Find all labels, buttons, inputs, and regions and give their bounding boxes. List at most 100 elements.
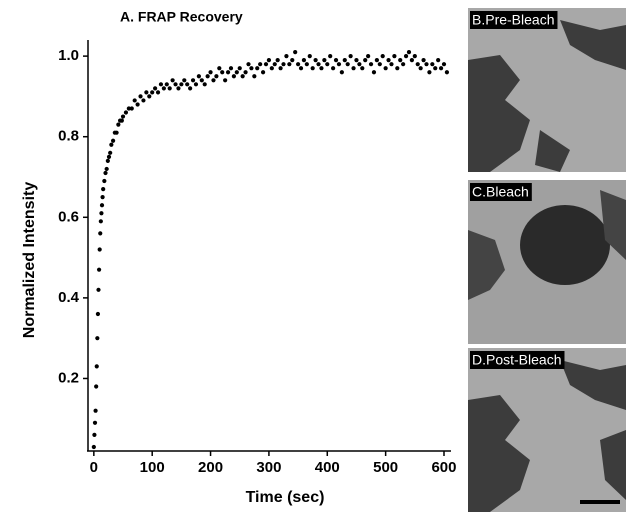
data-point <box>243 70 248 75</box>
data-point <box>272 62 277 67</box>
data-point <box>319 66 324 71</box>
y-axis-label: Normalized Intensity <box>21 182 38 339</box>
y-tick-label: 1.0 <box>58 47 79 64</box>
data-point <box>263 62 269 67</box>
data-point <box>92 432 97 437</box>
x-tick-label: 400 <box>315 459 340 476</box>
data-point <box>108 150 113 155</box>
data-point <box>190 78 196 83</box>
data-point <box>310 66 315 71</box>
data-point <box>220 70 225 75</box>
data-point <box>363 58 368 63</box>
data-point <box>94 384 99 389</box>
data-point <box>199 78 204 83</box>
data-point <box>95 311 101 317</box>
x-axis-label: Time (sec) <box>246 489 325 506</box>
data-point <box>339 70 344 75</box>
data-point <box>368 62 374 67</box>
data-point <box>217 66 222 71</box>
data-point <box>202 82 207 87</box>
data-point <box>119 118 124 123</box>
data-point <box>403 54 409 59</box>
data-point <box>109 142 114 147</box>
data-point <box>173 82 178 87</box>
data-point <box>153 86 158 91</box>
y-tick-label: 0.4 <box>58 289 80 306</box>
data-point <box>228 66 234 71</box>
data-point <box>103 170 108 176</box>
data-point <box>179 82 184 87</box>
data-point <box>208 70 213 75</box>
data-point <box>155 90 161 95</box>
data-point <box>360 66 365 71</box>
data-point <box>386 58 391 63</box>
data-point <box>114 130 119 135</box>
data-point <box>389 62 394 67</box>
data-point <box>354 58 359 63</box>
data-point <box>126 106 131 111</box>
data-point <box>418 66 423 71</box>
data-point <box>281 62 286 67</box>
data-point <box>94 364 99 369</box>
data-point <box>225 70 231 75</box>
data-point <box>298 66 304 71</box>
data-point <box>97 247 102 252</box>
panel-label: B.Pre-Bleach <box>472 12 554 28</box>
data-point <box>96 267 102 272</box>
data-point <box>193 82 199 87</box>
data-point <box>110 138 116 143</box>
data-point <box>249 66 254 71</box>
data-point <box>123 110 129 115</box>
data-point <box>322 58 327 63</box>
data-point <box>406 49 412 55</box>
data-point <box>234 70 239 75</box>
data-point <box>398 58 403 63</box>
data-point <box>98 219 103 224</box>
data-point <box>333 58 339 63</box>
data-point <box>395 66 400 71</box>
panel-label: C.Bleach <box>472 184 529 200</box>
data-point <box>164 82 169 87</box>
data-point <box>433 66 438 71</box>
data-point <box>316 62 321 67</box>
data-point <box>366 54 371 59</box>
data-point <box>377 62 382 67</box>
data-point <box>100 195 105 200</box>
data-point <box>246 62 251 67</box>
data-point <box>427 70 432 75</box>
y-tick-label: 0.2 <box>58 369 79 386</box>
data-point <box>275 58 280 63</box>
data-point <box>409 58 414 63</box>
data-point <box>371 70 377 75</box>
data-point <box>105 158 110 163</box>
data-point <box>374 58 379 63</box>
data-point <box>260 70 266 75</box>
data-point <box>176 86 181 91</box>
y-tick-label: 0.6 <box>58 208 79 225</box>
data-point <box>95 336 100 341</box>
data-point <box>211 78 216 83</box>
data-point <box>278 66 283 71</box>
data-point <box>91 444 96 450</box>
data-point <box>167 86 172 91</box>
panel-label-bg <box>470 11 558 29</box>
data-point <box>325 62 330 67</box>
data-point <box>307 54 312 59</box>
data-point <box>252 74 257 79</box>
x-tick-label: 500 <box>373 459 398 476</box>
scale-bar <box>580 500 620 504</box>
data-point <box>120 114 126 119</box>
data-point <box>424 62 429 67</box>
data-point <box>231 74 237 79</box>
data-point <box>150 90 155 95</box>
panel-b <box>468 8 626 172</box>
data-point <box>135 102 140 107</box>
data-point <box>161 86 166 91</box>
data-point <box>93 408 98 413</box>
data-point <box>132 98 137 103</box>
panel-c <box>468 180 626 344</box>
data-point <box>284 54 289 59</box>
data-point <box>345 62 350 67</box>
data-point <box>295 62 301 67</box>
